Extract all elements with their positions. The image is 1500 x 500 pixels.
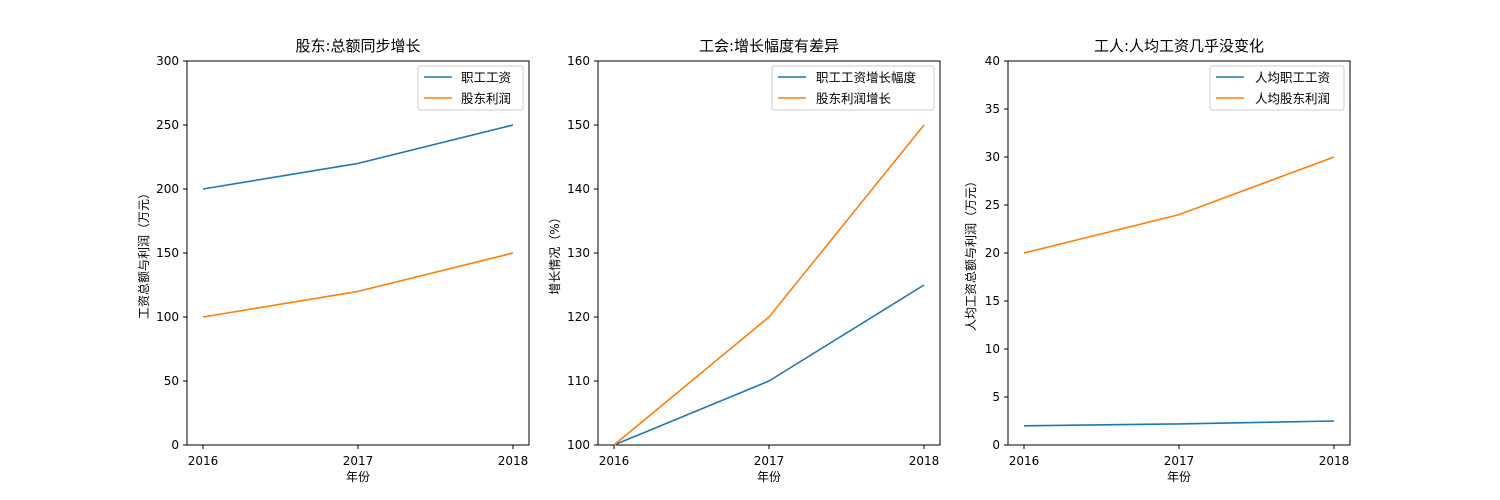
y-axis-label-3: 人均工资总额与利润（万元） [964,175,978,331]
y-tick-label-1-4: 150 [156,246,179,260]
x-tick-label-3-3: 2018 [1319,454,1350,468]
legend-label-1-1: 职工工资 [461,70,511,85]
chart-panel-2: 工会:增长幅度有差异 2016 2017 2018 1001101201301401… [548,37,941,484]
chart-panel-1: 股东:总额同步增长 2016 2017 2018 0 50 100 150 200 250 30… [137,37,530,484]
series-line-2-1 [613,284,925,446]
y-ticks-2: 100 110 120 130 140 150 160 [567,54,598,452]
y-tick-label-2-6: 150 [567,118,590,132]
y-ticks-3: 0 5 10 15 20 25 30 35 40 [985,54,1008,452]
y-tick-label-1-1: 0 [171,438,179,452]
series-lines-2 [613,124,925,446]
chart-panel-3: 工人:人均工资几乎没变化 2016 2017 2018 0 5 10 15 20 25 30 35… [964,37,1351,484]
y-tick-label-3-7: 30 [985,150,1000,164]
x-tick-label-2-1: 2016 [599,454,630,468]
y-ticks-1: 0 50 100 150 200 250 300 [156,54,187,452]
y-tick-label-2-3: 120 [567,310,590,324]
x-axis-label-2: 年份 [757,470,781,484]
plot-area-2 [597,60,941,446]
legend-1: 职工工资 股东利润 [417,65,524,111]
series-line-1-1 [202,124,514,190]
plot-area-1 [186,60,530,446]
y-axis-label-2: 增长情况（%） [548,211,562,294]
series-line-3-1 [1023,420,1335,427]
series-lines-3 [1023,156,1335,427]
legend-label-3-2: 人均股东利润 [1255,91,1330,106]
x-tick-label-2-2: 2017 [754,454,785,468]
y-tick-label-3-2: 5 [992,390,1000,404]
series-line-2-2 [613,124,925,446]
legend-label-2-1: 职工工资增长幅度 [816,70,917,85]
legend-box-2 [771,65,935,111]
series-line-1-2 [202,252,514,318]
x-ticks-1: 2016 2017 2018 [188,445,529,468]
y-tick-label-2-5: 140 [567,182,590,196]
legend-label-1-2: 股东利润 [461,91,511,106]
legend-label-3-1: 人均职工工资 [1255,70,1330,85]
y-tick-label-2-2: 110 [567,374,590,388]
x-tick-label-3-1: 2016 [1009,454,1040,468]
x-tick-label-2-3: 2018 [909,454,940,468]
plot-area-3 [1007,60,1351,446]
legend-3: 人均职工工资 人均股东利润 [1209,65,1345,111]
y-tick-label-3-5: 20 [985,246,1000,260]
y-tick-label-1-2: 50 [164,374,179,388]
series-line-3-2 [1023,156,1335,254]
y-axis-label-1: 工资总额与利润（万元） [137,187,151,319]
x-ticks-2: 2016 2017 2018 [599,445,940,468]
x-tick-label-1-2: 2017 [343,454,374,468]
y-tick-label-3-9: 40 [985,54,1000,68]
legend-2: 职工工资增长幅度 股东利润增长 [771,65,935,111]
y-tick-label-2-1: 100 [567,438,590,452]
y-tick-label-3-1: 0 [992,438,1000,452]
y-tick-label-3-4: 15 [985,294,1000,308]
y-tick-label-1-3: 100 [156,310,179,324]
y-tick-label-3-8: 35 [985,102,1000,116]
y-tick-label-3-6: 25 [985,198,1000,212]
x-tick-label-1-1: 2016 [188,454,219,468]
x-ticks-3: 2016 2017 2018 [1009,445,1350,468]
x-axis-label-3: 年份 [1167,470,1191,484]
chart-title-2: 工会:增长幅度有差异 [699,37,839,55]
legend-label-2-2: 股东利润增长 [816,91,892,106]
chart-title-1: 股东:总额同步增长 [295,37,420,55]
y-tick-label-1-6: 250 [156,118,179,132]
x-axis-label-1: 年份 [346,470,370,484]
x-tick-label-1-3: 2018 [498,454,529,468]
y-tick-label-2-4: 130 [567,246,590,260]
y-tick-label-2-7: 160 [567,54,590,68]
y-tick-label-1-5: 200 [156,182,179,196]
x-tick-label-3-2: 2017 [1164,454,1195,468]
y-tick-label-1-7: 300 [156,54,179,68]
y-tick-label-3-3: 10 [985,342,1000,356]
series-lines-1 [202,124,514,318]
chart-title-3: 工人:人均工资几乎没变化 [1094,37,1264,55]
